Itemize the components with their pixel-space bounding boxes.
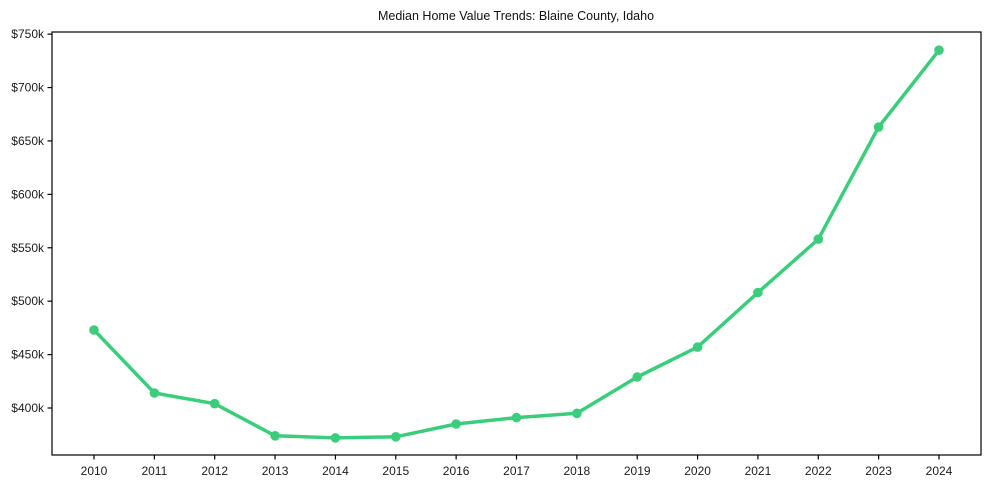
y-axis-tick-label: $400k: [11, 401, 45, 415]
data-point-marker: [270, 431, 280, 441]
data-point-marker: [753, 287, 763, 298]
x-axis-tick-label: 2023: [865, 464, 892, 478]
x-axis-tick-label: 2020: [684, 464, 711, 478]
data-point-marker: [692, 342, 703, 352]
data-point-marker: [391, 432, 401, 442]
data-point-marker: [873, 122, 884, 132]
data-point-marker: [149, 388, 160, 398]
data-point-marker: [209, 398, 220, 409]
y-axis-tick-label: $600k: [11, 187, 45, 201]
x-axis-tick-label: 2021: [745, 464, 772, 478]
data-point-marker: [934, 45, 944, 55]
y-axis-tick-label: $450k: [11, 348, 45, 362]
x-axis-tick-label: 2010: [81, 464, 108, 478]
chart-title: Median Home Value Trends: Blaine County,…: [378, 9, 654, 23]
x-axis-tick-label: 2015: [382, 464, 409, 478]
x-axis-tick-label: 2019: [624, 464, 651, 478]
data-point-marker: [572, 408, 582, 419]
y-axis-tick-label: $500k: [11, 294, 45, 308]
x-axis-tick-label: 2014: [322, 464, 349, 478]
y-axis-tick-label: $700k: [11, 81, 45, 95]
data-point-marker: [89, 325, 99, 335]
data-point-marker: [813, 234, 824, 244]
x-axis-tick-label: 2016: [443, 464, 470, 478]
plot-border: [51, 31, 982, 456]
y-axis-tick-label: $550k: [11, 241, 45, 255]
data-point-marker: [511, 412, 522, 423]
x-axis-tick-label: 2017: [503, 464, 530, 478]
data-point-marker: [451, 419, 461, 429]
y-axis-tick-label: $750k: [11, 27, 45, 41]
y-axis-tick-label: $650k: [11, 134, 45, 148]
x-axis-tick-label: 2011: [141, 464, 167, 478]
x-axis-tick-label: 2012: [201, 464, 228, 478]
x-axis-tick-label: 2018: [564, 464, 591, 478]
data-point-marker: [330, 433, 341, 443]
x-axis-tick-label: 2022: [805, 464, 832, 478]
data-point-marker: [632, 372, 642, 382]
x-axis-tick-label: 2013: [262, 464, 289, 478]
x-axis-tick-label: 2024: [926, 464, 953, 478]
